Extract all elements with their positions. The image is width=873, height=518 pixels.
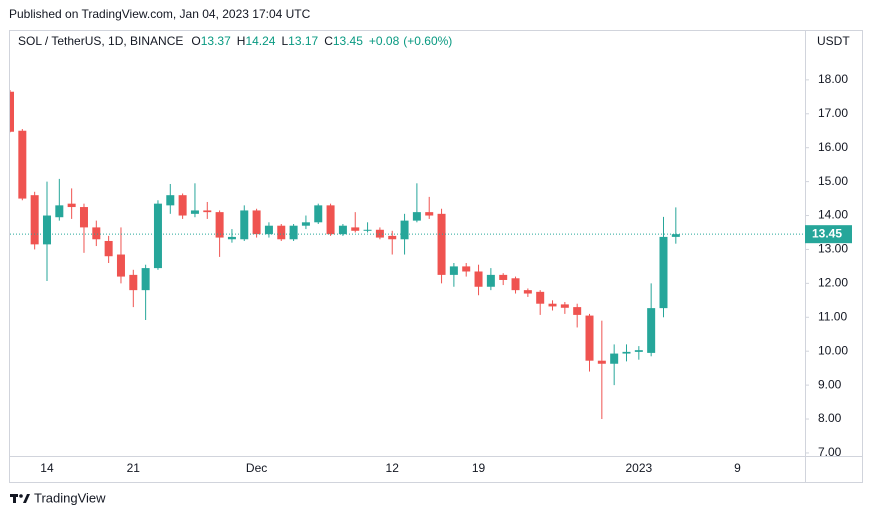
legend-l: L [281,34,288,48]
candle-body [338,225,347,235]
candle-body [610,353,619,364]
candle-body [412,212,421,221]
candle-body [55,205,64,218]
x-tick-label: 9 [734,461,741,475]
logo [10,494,30,503]
candle-body [486,274,495,287]
candle-body [314,205,323,223]
y-tick-label: 18.00 [818,72,848,86]
frame [9,30,863,483]
candle-body [129,274,138,291]
candle-body [264,225,273,235]
y-tick-label: 13.00 [818,242,848,256]
legend-h: H [237,34,246,48]
candle-body [166,195,175,206]
candle-body [622,351,631,354]
x-tick-label: 14 [40,461,54,475]
legend-close: 13.45 [333,34,363,48]
x-tick-label: 12 [386,461,400,475]
candle-body [30,195,39,245]
candle-body [10,91,14,132]
candle-body [240,210,249,240]
candle-body [511,278,520,291]
legend-open: 13.37 [201,34,231,48]
price-tag-label: 13.45 [812,226,842,240]
candle-body [178,195,187,216]
candle-body [153,203,162,269]
candle-body [203,210,212,213]
candle-body [104,240,113,257]
candle-body [289,225,298,240]
candle-body [597,360,606,364]
candle-body [523,290,532,294]
candle-body [252,210,261,235]
y-tick-label: 7.00 [818,445,842,459]
candle-body [215,212,224,238]
y-axis-label: USDT [817,34,850,48]
y-tick-label: 8.00 [818,411,842,425]
candle-body [227,236,236,240]
legend-high: 14.24 [245,34,275,48]
x-tick-label: Dec [246,461,267,475]
price-tag [805,225,852,244]
candle-body [363,229,372,231]
candle-body [141,268,150,291]
candle-body [449,266,458,275]
candle-body [548,303,557,307]
legend-title: SOL / TetherUS, 1D, BINANCE [18,34,183,48]
plot [10,90,680,420]
legend-low: 13.17 [288,34,318,48]
candle-body [351,227,360,231]
candle-body [42,215,51,245]
candle-body [425,212,434,216]
candle-body [647,308,656,353]
candle-body [659,236,668,309]
candle-body [536,291,545,304]
candle-body [388,235,397,240]
y-tick-label: 12.00 [818,276,848,290]
candle-body [92,227,101,240]
candle-body [375,229,384,238]
legend-c: C [324,34,333,48]
logo-part [19,494,23,498]
candle-body [462,266,471,272]
candle-body [79,207,88,228]
logo-part [13,494,16,503]
x-tick-label: 21 [127,461,141,475]
candle-body [301,222,310,226]
y-tick-label: 14.00 [818,208,848,222]
candle-body [277,225,286,240]
legend-change: +0.08 [369,34,400,48]
y-tick-label: 11.00 [818,309,847,323]
candle-body [560,304,569,308]
candle-body [67,203,76,208]
candle-body [437,213,446,275]
candle-body [573,307,582,315]
candle-body [585,315,594,361]
candle-body [190,210,199,214]
candle-body [326,205,335,235]
x-tick-label: 19 [472,461,486,475]
logo-part [23,494,30,503]
candle-body [634,350,643,352]
legend: SOL / TetherUS, 1D, BINANCE O13.37 H14.24 L… [18,34,452,48]
y-tick-label: 15.00 [818,174,848,188]
y-tick-label: 9.00 [818,377,842,391]
candle-body [474,271,483,287]
y-tick-label: 16.00 [818,140,848,154]
footer: TradingView [34,490,106,505]
candle-body [18,130,27,199]
candle-body [400,220,409,240]
y-tick-label: 10.00 [818,343,848,357]
legend-change-pct: (+0.60%) [403,34,452,48]
candle-body [671,234,680,237]
x-tick-label: 2023 [625,461,652,475]
candle-body [499,274,508,280]
y-tick-label: 17.00 [818,106,848,120]
legend-o: O [191,34,200,48]
published: Published on TradingView.com, Jan 04, 20… [9,7,311,21]
candle-body [116,254,125,277]
